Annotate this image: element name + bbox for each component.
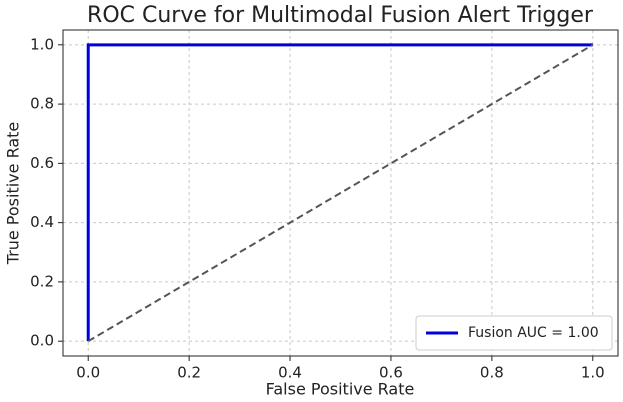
plot-frame [62,29,619,357]
x-axis-label: False Positive Rate [266,380,415,399]
y-tick-label: 0.4 [30,213,54,231]
x-tick-label: 0.2 [177,364,201,382]
chart-title: ROC Curve for Multimodal Fusion Alert Tr… [87,3,594,28]
y-tick-label: 0.6 [30,154,54,172]
x-tick-label: 0.0 [76,364,100,382]
legend-box [415,315,613,351]
y-tick-label: 0.2 [30,272,54,290]
x-tick-label: 0.8 [480,364,504,382]
line-series [87,43,594,343]
legend-label: Fusion AUC = 1.00 [468,325,599,341]
x-tick-label: 1.0 [581,364,605,382]
x-tick-label: 0.4 [278,364,302,382]
y-tick-label: 0.0 [30,332,54,350]
y-tick-label: 1.0 [30,35,54,53]
y-axis-label: True Positive Rate [4,122,23,266]
line-series [86,43,593,342]
x-tick-label: 0.6 [379,364,403,382]
y-tick-label: 0.8 [30,95,54,113]
